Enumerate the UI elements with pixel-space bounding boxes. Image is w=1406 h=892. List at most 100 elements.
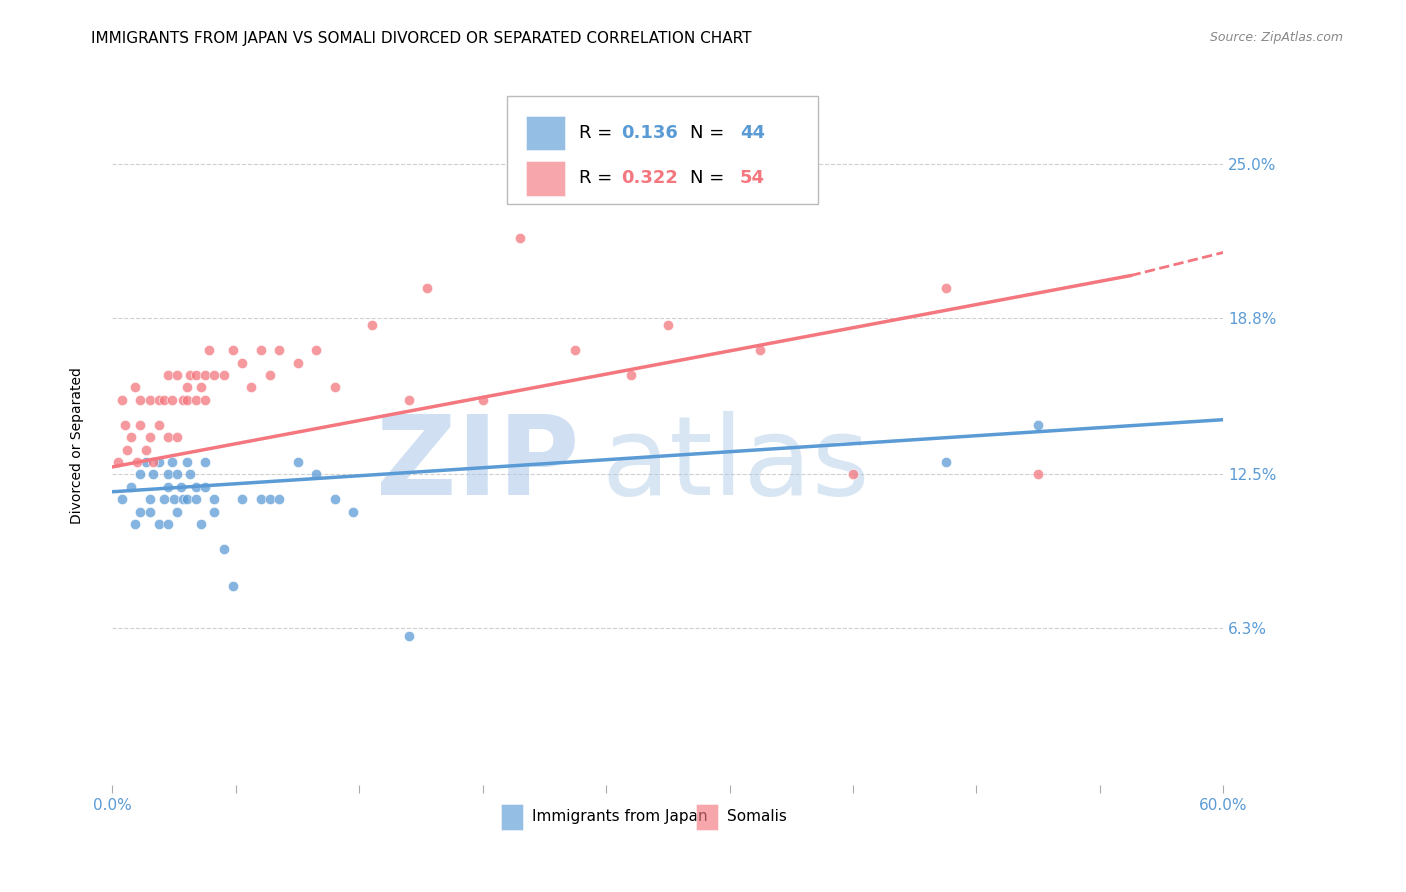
- Text: Somalis: Somalis: [727, 809, 786, 824]
- Point: [124, 516, 146, 531]
- Point: [125, 455, 148, 469]
- Point: [231, 355, 253, 369]
- Point: [842, 467, 865, 482]
- Point: [176, 380, 198, 394]
- Point: [166, 430, 188, 444]
- Point: [212, 368, 235, 382]
- Point: [111, 392, 134, 407]
- Point: [157, 430, 180, 444]
- Point: [360, 318, 382, 333]
- Point: [135, 442, 157, 457]
- Point: [287, 455, 309, 469]
- Point: [222, 579, 245, 593]
- Point: [249, 492, 271, 507]
- Point: [259, 492, 281, 507]
- Text: Immigrants from Japan: Immigrants from Japan: [533, 809, 709, 824]
- Text: R =: R =: [579, 169, 619, 187]
- Point: [184, 368, 207, 382]
- Point: [231, 492, 253, 507]
- Point: [323, 492, 346, 507]
- Point: [138, 430, 160, 444]
- Point: [148, 516, 170, 531]
- Point: [184, 480, 207, 494]
- Point: [124, 380, 146, 394]
- Point: [202, 505, 225, 519]
- Point: [148, 417, 170, 432]
- Point: [179, 467, 201, 482]
- Point: [398, 629, 420, 643]
- Point: [148, 455, 170, 469]
- Point: [620, 368, 643, 382]
- FancyBboxPatch shape: [501, 804, 523, 830]
- Point: [202, 368, 225, 382]
- Point: [160, 392, 183, 407]
- Point: [398, 392, 420, 407]
- Point: [194, 392, 217, 407]
- Text: 0.136: 0.136: [621, 124, 678, 142]
- Point: [176, 492, 198, 507]
- FancyBboxPatch shape: [506, 96, 818, 204]
- Point: [212, 541, 235, 556]
- Text: N =: N =: [690, 169, 730, 187]
- Point: [197, 343, 219, 358]
- Text: 0.322: 0.322: [621, 169, 678, 187]
- Point: [1026, 417, 1049, 432]
- Point: [416, 281, 439, 295]
- Point: [129, 505, 152, 519]
- Point: [138, 505, 160, 519]
- Point: [148, 392, 170, 407]
- Point: [287, 355, 309, 369]
- Point: [120, 480, 142, 494]
- Text: IMMIGRANTS FROM JAPAN VS SOMALI DIVORCED OR SEPARATED CORRELATION CHART: IMMIGRANTS FROM JAPAN VS SOMALI DIVORCED…: [91, 31, 752, 46]
- Point: [323, 380, 346, 394]
- Point: [935, 455, 957, 469]
- Point: [172, 492, 194, 507]
- Point: [194, 480, 217, 494]
- Point: [194, 455, 217, 469]
- Point: [142, 467, 165, 482]
- Point: [202, 492, 225, 507]
- FancyBboxPatch shape: [526, 116, 565, 151]
- Point: [117, 442, 139, 457]
- Point: [564, 343, 586, 358]
- Point: [114, 417, 136, 432]
- Point: [172, 392, 194, 407]
- Point: [111, 492, 134, 507]
- Point: [1026, 467, 1049, 482]
- Point: [157, 516, 180, 531]
- Point: [749, 343, 772, 358]
- Point: [509, 231, 531, 245]
- Point: [153, 392, 176, 407]
- Text: R =: R =: [579, 124, 619, 142]
- Point: [179, 368, 201, 382]
- Point: [129, 392, 152, 407]
- Point: [129, 467, 152, 482]
- Point: [935, 281, 957, 295]
- Point: [153, 492, 176, 507]
- Point: [267, 492, 291, 507]
- Point: [170, 480, 193, 494]
- Point: [129, 417, 152, 432]
- Point: [657, 318, 679, 333]
- Point: [259, 368, 281, 382]
- Point: [166, 467, 188, 482]
- Text: 54: 54: [740, 169, 765, 187]
- Point: [176, 392, 198, 407]
- Text: atlas: atlas: [602, 411, 870, 518]
- Point: [107, 455, 129, 469]
- Point: [162, 492, 184, 507]
- Point: [184, 492, 207, 507]
- Point: [138, 392, 160, 407]
- Point: [305, 467, 328, 482]
- Point: [138, 492, 160, 507]
- Text: 44: 44: [740, 124, 765, 142]
- Text: ZIP: ZIP: [375, 411, 579, 518]
- Point: [190, 516, 212, 531]
- FancyBboxPatch shape: [526, 161, 565, 195]
- Text: Divorced or Separated: Divorced or Separated: [70, 368, 84, 524]
- Point: [160, 455, 183, 469]
- Point: [157, 480, 180, 494]
- Point: [471, 392, 494, 407]
- Point: [267, 343, 291, 358]
- Point: [157, 368, 180, 382]
